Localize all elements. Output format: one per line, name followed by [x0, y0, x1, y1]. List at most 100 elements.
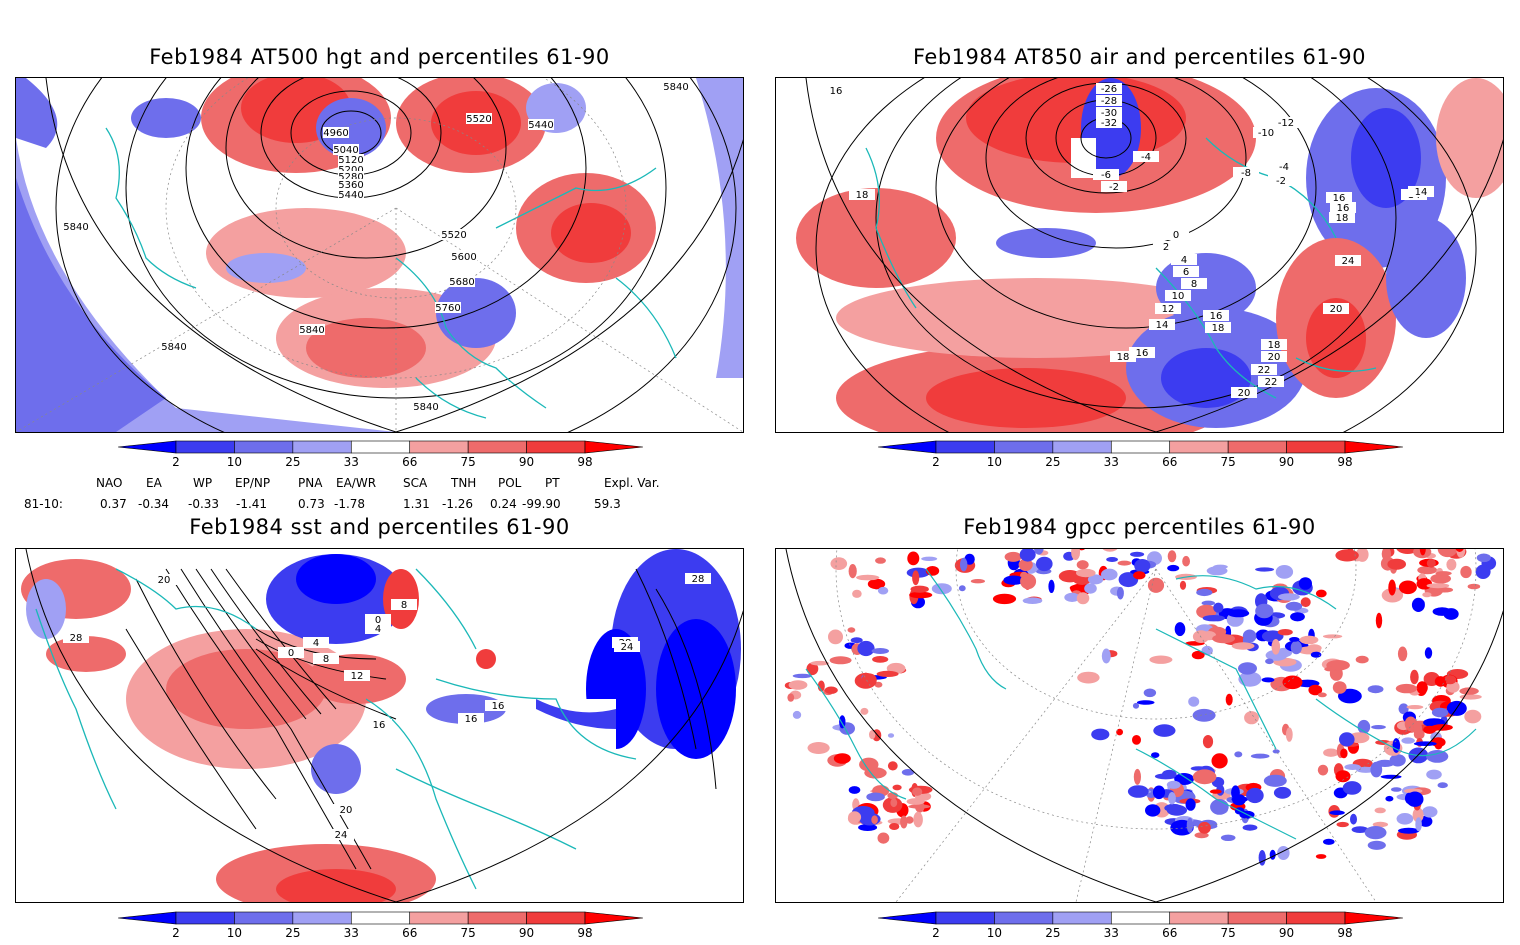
precip-patch	[1426, 770, 1442, 780]
precip-patch	[857, 641, 874, 656]
precip-patch	[1286, 727, 1293, 741]
precip-patch	[1438, 782, 1448, 788]
colorbar-tick-label: 75	[461, 455, 476, 469]
precip-patch	[1264, 775, 1287, 787]
precip-patch	[1414, 741, 1437, 746]
contour-label: -2	[1109, 182, 1119, 193]
precip-patch	[1299, 577, 1312, 590]
contour-label: 28	[70, 633, 83, 644]
contour-label: -4	[1141, 152, 1151, 163]
precip-patch	[1023, 597, 1043, 604]
contour-label: 14	[1415, 187, 1428, 198]
precip-patch	[1210, 789, 1222, 793]
precip-patch	[1407, 705, 1424, 709]
red-anomaly-west	[796, 188, 956, 288]
precip-patch	[1371, 725, 1386, 729]
precip-patch	[1318, 765, 1328, 776]
precip-patch	[1213, 603, 1223, 613]
colorbar-swatch	[410, 912, 468, 924]
colorbar-swatch	[1287, 912, 1345, 924]
precip-patch	[1145, 804, 1160, 816]
precip-patch	[1134, 559, 1150, 573]
precip-patch	[1426, 750, 1448, 763]
panel-4-title: Feb1984 gpcc percentiles 61-90	[776, 515, 1503, 539]
precip-patch	[848, 627, 856, 632]
contour-label: 8	[1191, 279, 1197, 290]
precip-patch	[1477, 554, 1491, 563]
precip-patch	[1186, 798, 1196, 810]
index-header-sca: SCA	[403, 476, 427, 490]
contour-label: 16	[465, 714, 478, 725]
contour-label: 5840	[161, 342, 186, 353]
contour-label: 10	[1172, 291, 1185, 302]
precip-patch	[1106, 557, 1118, 562]
colorbar-tick-label: 75	[1221, 455, 1236, 469]
colorbar-swatch	[468, 441, 526, 453]
precip-patch	[1203, 735, 1213, 748]
contour-label: 24	[1342, 256, 1355, 267]
index-header-epnp: EP/NP	[235, 476, 270, 490]
contour-label: 12	[351, 671, 364, 682]
precip-patch	[1318, 693, 1327, 698]
precip-patch	[1291, 641, 1302, 655]
precip-patch	[856, 575, 879, 581]
precip-patch	[1316, 590, 1327, 598]
precip-patch	[1427, 559, 1436, 568]
precip-patch	[1243, 825, 1258, 831]
precip-patch	[1410, 670, 1419, 684]
precip-patch	[1168, 550, 1177, 562]
index-header-pna: PNA	[298, 476, 322, 490]
precip-patch	[1397, 813, 1414, 825]
precip-patch	[1084, 583, 1097, 593]
precip-patch	[890, 798, 897, 807]
precip-patch	[971, 579, 985, 583]
precip-patch	[1238, 662, 1257, 674]
precip-patch	[1091, 729, 1109, 741]
panel-2-svg: 16-26-28-30-32-4-2-6-10-1214-8-4-2024681…	[776, 78, 1503, 432]
colorbar-tick-label: 2	[932, 926, 940, 940]
colorbar-tick-label: 2	[172, 455, 180, 469]
precip-patch	[1101, 569, 1118, 581]
precip-patch	[1432, 708, 1448, 718]
colorbar-tick-label: 90	[1279, 926, 1294, 940]
precip-patch	[1274, 787, 1291, 799]
colorbar-swatch	[176, 441, 234, 453]
precip-patch	[1221, 835, 1236, 841]
red-anomaly-small	[476, 649, 496, 669]
precip-patch	[808, 742, 830, 754]
precip-patch	[893, 785, 902, 791]
precip-patch	[852, 590, 862, 598]
index-value-epnp: -1.41	[236, 497, 267, 511]
precip-patch	[1118, 561, 1132, 566]
precip-patch	[1273, 749, 1280, 753]
panel-3-title: Feb1984 sst and percentiles 61-90	[16, 515, 743, 539]
precip-patch	[830, 656, 852, 664]
colorbar-swatch	[410, 441, 468, 453]
contour-label: 4	[1181, 255, 1187, 266]
precip-patch	[787, 693, 794, 701]
precip-patch	[959, 585, 966, 591]
colorbar-tick-label: 33	[344, 926, 359, 940]
precip-patch	[1337, 822, 1349, 827]
colorbar-tick-label: 98	[1337, 455, 1352, 469]
precip-patch	[1387, 559, 1406, 570]
precip-patch	[1464, 710, 1481, 724]
precip-patch	[1132, 735, 1141, 745]
precip-patch	[1077, 592, 1090, 604]
colorbar-tick-label: 98	[1337, 926, 1352, 940]
precip-patch	[1356, 656, 1369, 664]
precip-patch	[1368, 685, 1384, 693]
precip-patch	[871, 815, 878, 824]
colorbar-tick-label: 25	[1045, 455, 1060, 469]
precip-patch	[1398, 647, 1407, 662]
precip-patch	[960, 558, 967, 572]
contour-label: 14	[1156, 320, 1169, 331]
contour-label: 5440	[338, 190, 363, 201]
precip-patch	[1102, 649, 1111, 664]
blue-anomaly-sea	[311, 744, 361, 794]
precip-patch	[1376, 613, 1382, 629]
precip-patch	[1324, 667, 1335, 672]
colorbar-swatch	[118, 441, 176, 453]
precip-patch	[872, 648, 889, 654]
